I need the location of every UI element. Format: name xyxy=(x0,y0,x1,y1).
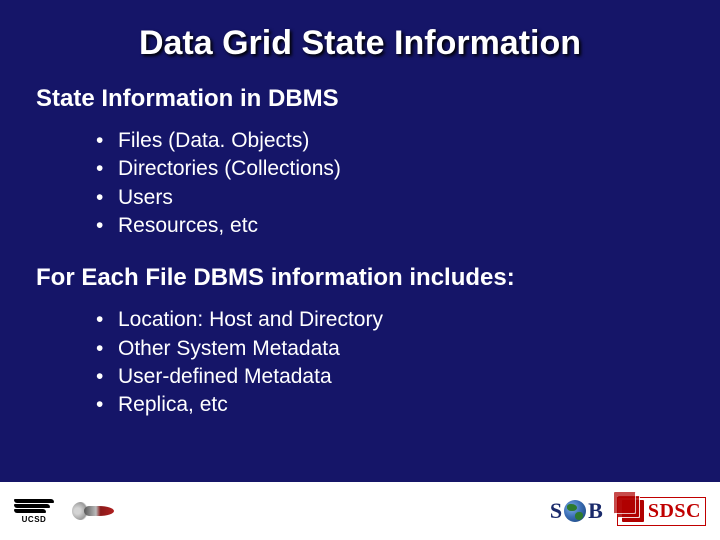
bullet-item: Resources, etc xyxy=(96,212,688,240)
slide-title: Data Grid State Information xyxy=(32,24,688,63)
bullet-item: Location: Host and Directory xyxy=(96,306,688,334)
srb-b-letter: B xyxy=(588,498,603,524)
footer-bar: UCSD S B SDSC xyxy=(0,482,720,540)
footer-right-group: S B SDSC xyxy=(550,497,706,526)
sdsc-box-icon xyxy=(622,500,644,522)
ucsd-waves-icon xyxy=(14,499,54,513)
sdsc-logo: SDSC xyxy=(617,497,706,526)
bullet-item: User-defined Metadata xyxy=(96,363,688,391)
srb-s-letter: S xyxy=(550,498,562,524)
slide-container: Data Grid State Information State Inform… xyxy=(0,0,720,540)
srb-logo: S B xyxy=(550,498,603,524)
section-heading-1: State Information in DBMS xyxy=(36,85,688,113)
bullet-item: Directories (Collections) xyxy=(96,155,688,183)
bullet-list-2: Location: Host and Directory Other Syste… xyxy=(96,306,688,419)
bullet-item: Other System Metadata xyxy=(96,335,688,363)
rocket-icon xyxy=(72,498,124,524)
ucsd-logo: UCSD xyxy=(14,499,54,524)
footer-left-group: UCSD xyxy=(14,498,124,524)
globe-icon xyxy=(564,500,586,522)
ucsd-label: UCSD xyxy=(22,515,47,524)
bullet-list-1: Files (Data. Objects) Directories (Colle… xyxy=(96,127,688,240)
sdsc-label: SDSC xyxy=(648,500,701,523)
bullet-item: Files (Data. Objects) xyxy=(96,127,688,155)
section-heading-2: For Each File DBMS information includes: xyxy=(36,264,688,292)
bullet-item: Users xyxy=(96,184,688,212)
bullet-item: Replica, etc xyxy=(96,391,688,419)
